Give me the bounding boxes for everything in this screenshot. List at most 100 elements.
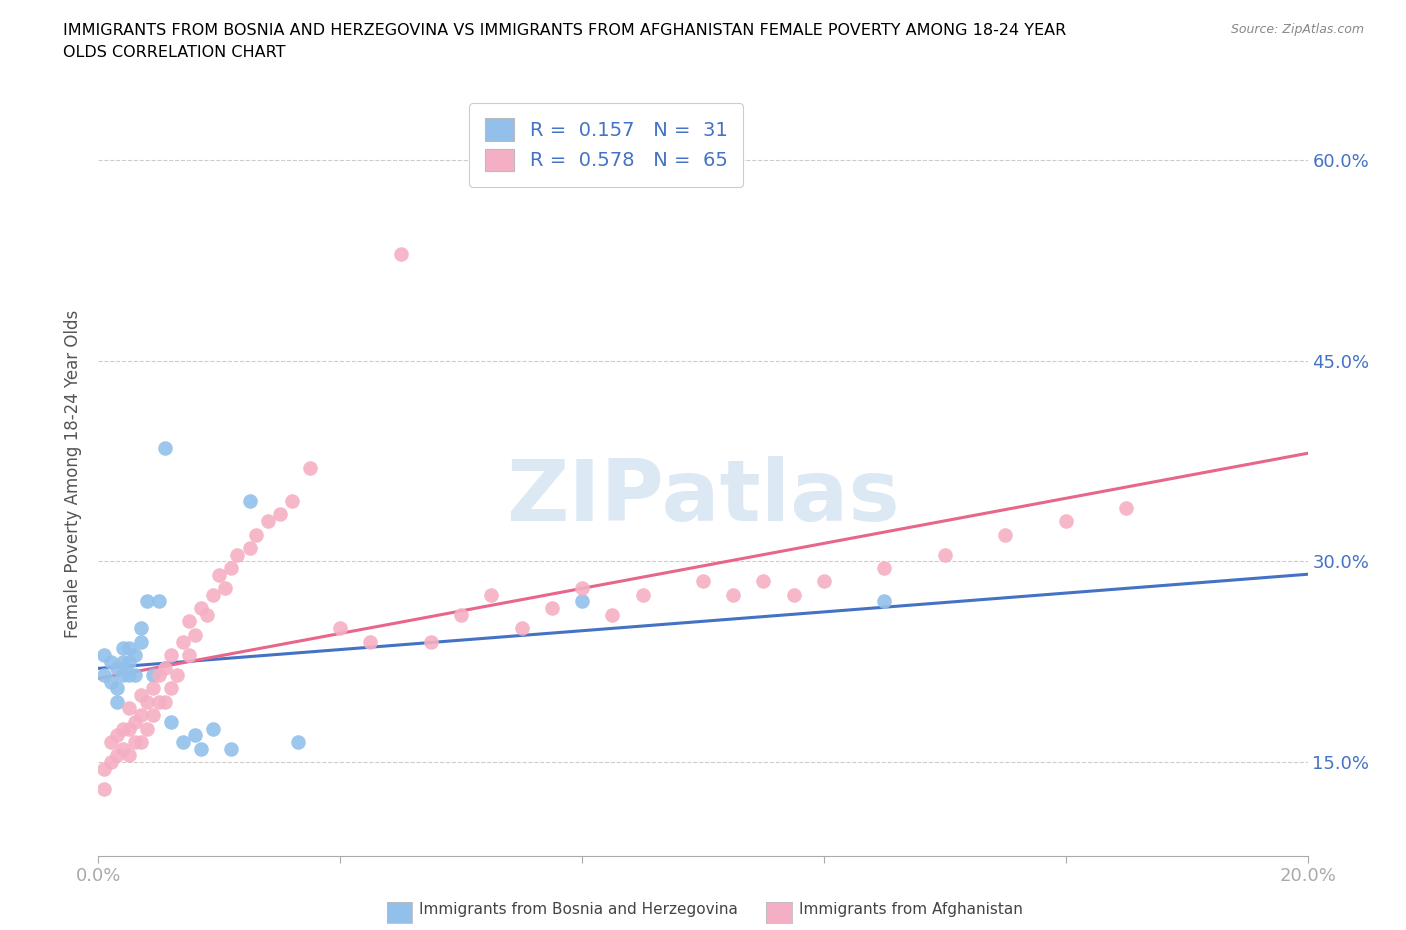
Point [450,607,472,622]
Point [281,494,304,509]
Point [129,735,152,750]
Point [813,574,835,589]
Point [111,741,134,756]
Point [873,561,896,576]
Point [148,594,170,609]
Text: Immigrants from Bosnia and Herzegovina: Immigrants from Bosnia and Herzegovina [419,902,738,917]
Point [129,708,152,723]
Point [105,681,128,696]
Point [142,681,165,696]
Point [129,687,152,702]
Point [172,634,194,649]
Point [129,620,152,635]
Point [100,674,122,689]
Point [93,761,115,776]
Point [873,594,896,609]
Point [994,527,1017,542]
Point [179,647,201,662]
Point [93,647,115,662]
Point [287,735,309,750]
Point [360,634,382,649]
Point [153,440,176,455]
Point [195,607,218,622]
Point [124,668,146,683]
Point [214,580,236,595]
Point [153,695,176,710]
Point [93,781,115,796]
Point [783,587,806,602]
Point [124,714,146,729]
Point [202,721,225,736]
Point [226,547,249,562]
Legend: R =  0.157   N =  31, R =  0.578   N =  65: R = 0.157 N = 31, R = 0.578 N = 65 [470,102,744,187]
Point [160,714,183,729]
Point [1115,500,1137,515]
Point [239,494,262,509]
Point [105,728,128,743]
Point [202,587,225,602]
Y-axis label: Female Poverty Among 18-24 Year Olds: Female Poverty Among 18-24 Year Olds [65,311,83,638]
Point [111,654,134,669]
Text: Source: ZipAtlas.com: Source: ZipAtlas.com [1230,23,1364,36]
Point [184,628,207,643]
Point [111,641,134,656]
Point [118,748,141,763]
Point [208,567,231,582]
Point [118,654,141,669]
Point [118,721,141,736]
Point [221,741,243,756]
Point [245,527,267,542]
Text: ZIPatlas: ZIPatlas [506,456,900,538]
Point [111,668,134,683]
Point [111,721,134,736]
Point [631,587,654,602]
Point [160,647,183,662]
Point [105,661,128,676]
Point [105,748,128,763]
Point [124,647,146,662]
Point [602,607,624,622]
Point [100,735,122,750]
Point [420,634,443,649]
Point [153,661,176,676]
Point [256,513,278,528]
Point [105,695,128,710]
Point [239,540,262,555]
Point [571,594,593,609]
Point [190,601,212,616]
Point [135,721,157,736]
Point [166,668,188,683]
Point [93,668,115,683]
Text: IMMIGRANTS FROM BOSNIA AND HERZEGOVINA VS IMMIGRANTS FROM AFGHANISTAN FEMALE POV: IMMIGRANTS FROM BOSNIA AND HERZEGOVINA V… [63,23,1067,38]
Point [389,246,412,261]
Point [184,728,207,743]
Point [172,735,194,750]
Text: Immigrants from Afghanistan: Immigrants from Afghanistan [799,902,1022,917]
Point [329,620,352,635]
Point [1054,513,1077,528]
Point [124,735,146,750]
Point [148,668,170,683]
Point [540,601,562,616]
Point [571,580,593,595]
Point [129,634,152,649]
Point [148,695,170,710]
Point [692,574,714,589]
Point [142,708,165,723]
Point [160,681,183,696]
Point [299,460,322,475]
Point [723,587,745,602]
Point [221,561,243,576]
Text: OLDS CORRELATION CHART: OLDS CORRELATION CHART [63,45,285,60]
Point [269,507,291,522]
Point [100,654,122,669]
Point [135,695,157,710]
Point [179,614,201,629]
Point [118,701,141,716]
Point [190,741,212,756]
Point [118,668,141,683]
Point [752,574,775,589]
Point [481,587,503,602]
Point [142,668,165,683]
Point [135,594,157,609]
